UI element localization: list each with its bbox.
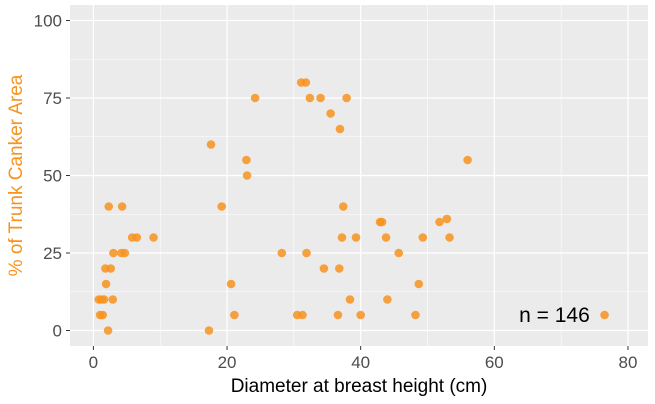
major-gridlines [70, 5, 648, 346]
x-tick-label: 40 [351, 353, 370, 372]
x-axis-title: Diameter at breast height (cm) [231, 376, 488, 397]
y-tick-label: 75 [43, 89, 62, 108]
data-point [411, 310, 420, 320]
data-points [94, 78, 609, 335]
data-point [381, 233, 391, 242]
y-tick-label: 0 [53, 322, 62, 341]
data-point [204, 326, 214, 335]
data-point [342, 93, 351, 103]
x-axis-ticks: 0 20 40 60 80 [89, 346, 637, 372]
data-point [356, 310, 365, 320]
data-point [305, 93, 315, 103]
y-tick-label: 25 [43, 244, 62, 263]
data-point [442, 214, 452, 224]
data-point [319, 264, 329, 273]
data-point [377, 217, 387, 227]
data-point [335, 124, 345, 134]
data-point [120, 248, 130, 258]
data-point [600, 310, 609, 320]
data-point [226, 279, 236, 289]
data-point [217, 202, 226, 211]
data-point [326, 109, 335, 118]
x-tick-label: 0 [89, 353, 98, 372]
x-tick-label: 20 [218, 353, 237, 372]
data-point [101, 279, 111, 289]
data-point [445, 233, 454, 242]
data-point [106, 264, 116, 273]
data-point [383, 295, 392, 304]
data-point [277, 248, 287, 258]
data-point [338, 202, 348, 211]
data-point [117, 202, 127, 211]
data-point [132, 233, 142, 242]
data-point [394, 248, 404, 258]
data-point [242, 155, 251, 165]
data-point [98, 310, 108, 320]
sample-size-annotation: n = 146 [519, 304, 590, 327]
data-point [351, 233, 361, 242]
data-point [104, 202, 114, 211]
y-tick-label: 100 [34, 12, 62, 31]
data-point [334, 264, 344, 273]
data-point [103, 326, 113, 335]
x-tick-label: 80 [618, 353, 637, 372]
data-point [298, 310, 307, 320]
data-point [337, 233, 347, 242]
data-point [414, 279, 424, 289]
y-axis-title: % of Trunk Canker Area [6, 74, 27, 276]
data-point [345, 295, 355, 304]
data-point [418, 233, 428, 242]
y-tick-label: 50 [43, 167, 62, 186]
data-point [242, 171, 252, 180]
data-point [316, 93, 325, 103]
data-point [250, 93, 260, 103]
data-point [99, 295, 109, 304]
data-point [333, 310, 343, 320]
data-point [108, 295, 118, 304]
data-point [109, 248, 118, 258]
data-point [463, 155, 472, 165]
x-tick-label: 60 [485, 353, 504, 372]
data-point [435, 217, 444, 227]
data-point [301, 78, 311, 87]
data-point [149, 233, 158, 242]
data-point [206, 140, 216, 149]
data-point [302, 248, 311, 258]
data-point [230, 310, 239, 320]
y-axis-ticks: 0 25 50 75 100 [34, 12, 70, 341]
